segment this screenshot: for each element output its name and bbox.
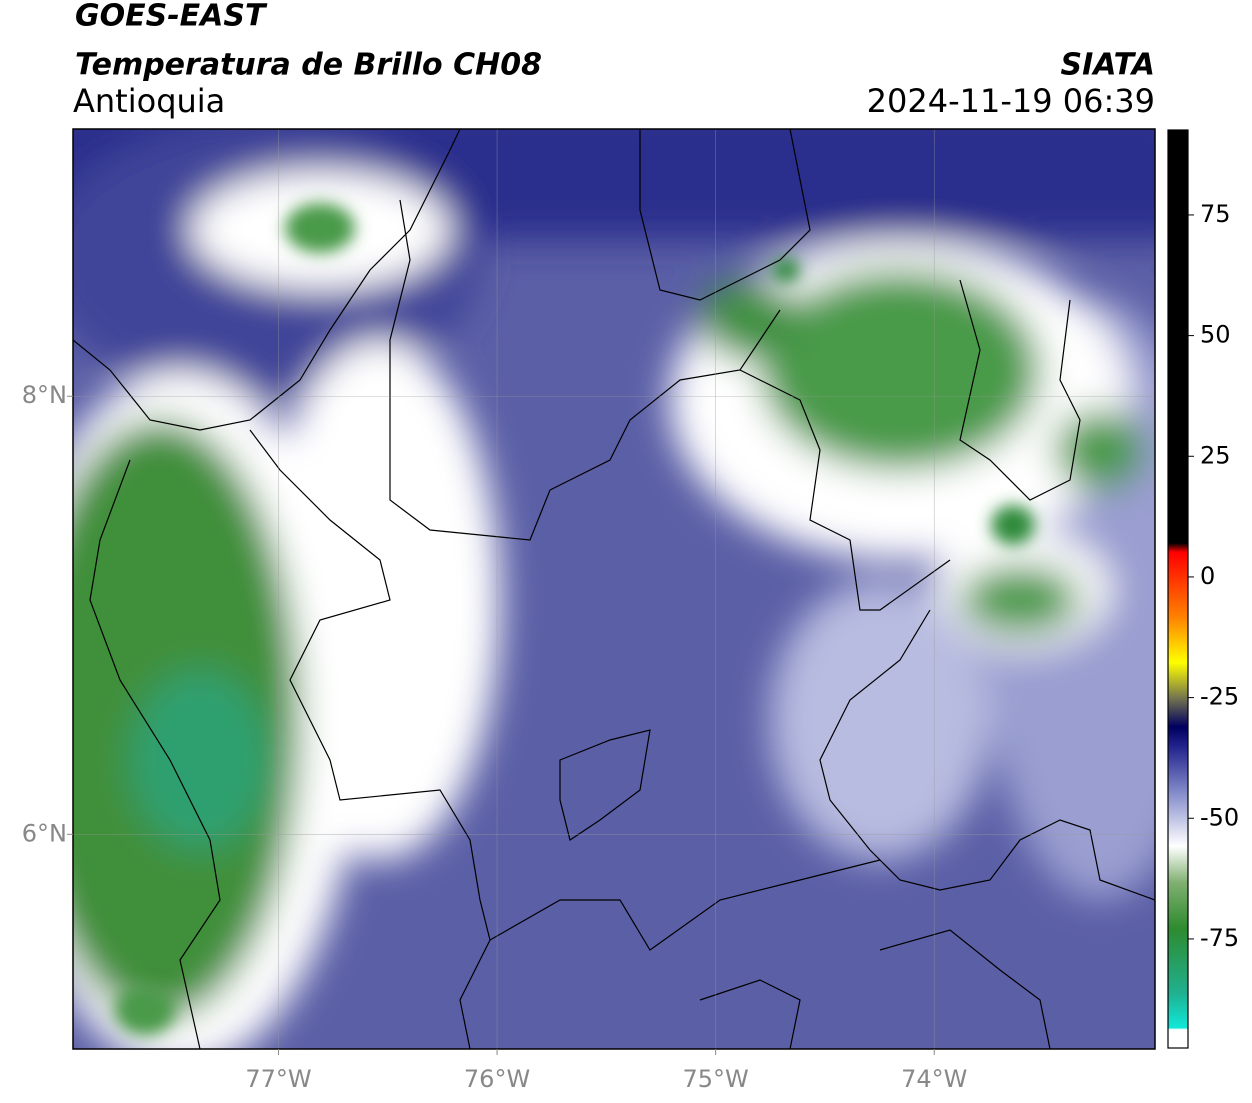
colorbar — [1167, 129, 1189, 1049]
colorbar-tick-label: 50 — [1200, 321, 1231, 349]
colorbar-tick-label: 25 — [1200, 441, 1231, 469]
lon-tick-label: 74°W — [901, 1065, 967, 1093]
lon-tick-label: 75°W — [683, 1065, 749, 1093]
lon-tick-label: 77°W — [245, 1065, 311, 1093]
lat-tick-label: 8°N — [22, 381, 67, 409]
colorbar-tick-label: 0 — [1200, 562, 1215, 590]
lon-tick-label: 76°W — [464, 1065, 530, 1093]
map-frame — [72, 128, 1156, 1050]
colorbar-tick-label: -50 — [1200, 803, 1239, 831]
subtitle: Temperatura de Brillo CH08 — [75, 48, 542, 83]
lat-tick-label: 6°N — [22, 819, 67, 847]
title: GOES-EAST — [75, 0, 268, 34]
region: Antioquia — [73, 82, 225, 120]
source: SIATA — [1061, 48, 1155, 83]
colorbar-tick-label: -25 — [1200, 683, 1239, 711]
colorbar-tick-label: 75 — [1200, 200, 1231, 228]
colorbar-tick-label: -75 — [1200, 924, 1239, 952]
map-image — [73, 129, 1155, 1049]
datetime: 2024-11-19 06:39 — [867, 82, 1155, 120]
